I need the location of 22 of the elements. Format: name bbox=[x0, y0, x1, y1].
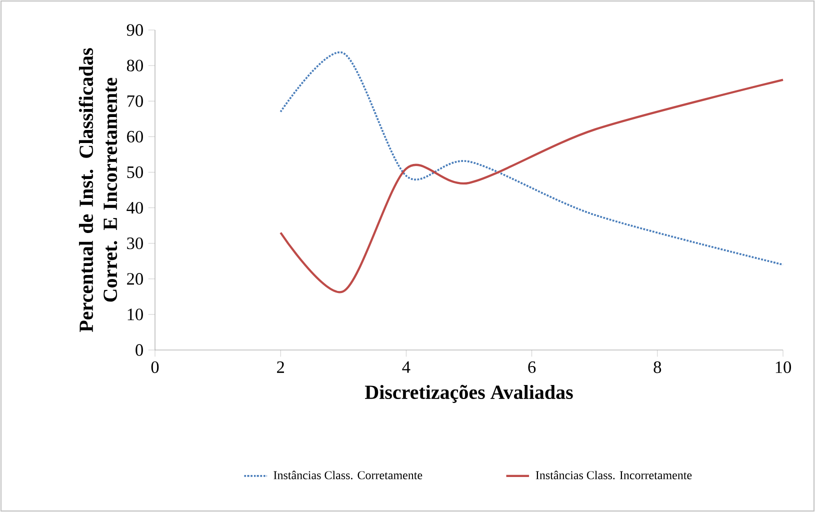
legend-label: Instâncias Class. Incorretamente bbox=[536, 470, 692, 480]
x-axis-title: Discretizações Avaliadas bbox=[365, 384, 573, 403]
y-tick-label: 0 bbox=[136, 344, 143, 356]
line-series bbox=[280, 78, 784, 293]
x-tick-label: 2 bbox=[277, 361, 284, 373]
x-tick-label: 6 bbox=[528, 361, 536, 374]
y-tick-label: 40 bbox=[126, 202, 143, 214]
y-tick-label: 90 bbox=[126, 24, 143, 36]
y-tick-label: 70 bbox=[127, 95, 143, 107]
x-tick-label: 10 bbox=[776, 361, 792, 374]
y-tick-label: 30 bbox=[127, 237, 143, 250]
y-tick-label: 80 bbox=[126, 60, 143, 72]
y-axis-title: Percentual de Inst. Classificadas Corret. E Incorretamente bbox=[78, 48, 118, 332]
y-tick-label: 60 bbox=[127, 130, 143, 143]
y-tick-label: 20 bbox=[127, 273, 143, 285]
y-tick-label: 50 bbox=[127, 166, 143, 178]
y-tick-label: 10 bbox=[128, 308, 143, 320]
line-series bbox=[280, 52, 784, 266]
legend-label: Instâncias Class. Corretamente bbox=[274, 470, 422, 480]
x-tick-label: 8 bbox=[654, 361, 662, 374]
x-tick-label: 4 bbox=[402, 361, 410, 373]
x-tick-label: 0 bbox=[151, 361, 159, 374]
